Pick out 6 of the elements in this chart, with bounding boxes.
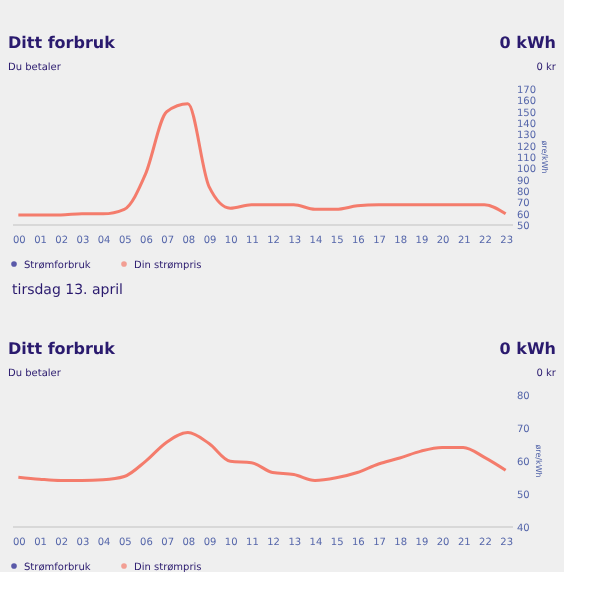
line-series xyxy=(16,431,508,482)
line-series xyxy=(16,102,508,217)
chart-title: Ditt forbruk xyxy=(8,340,117,358)
text: 0 kWh xyxy=(499,340,557,358)
text: 0 kWh xyxy=(499,34,557,52)
chart-title: Ditt forbruk xyxy=(8,34,117,52)
